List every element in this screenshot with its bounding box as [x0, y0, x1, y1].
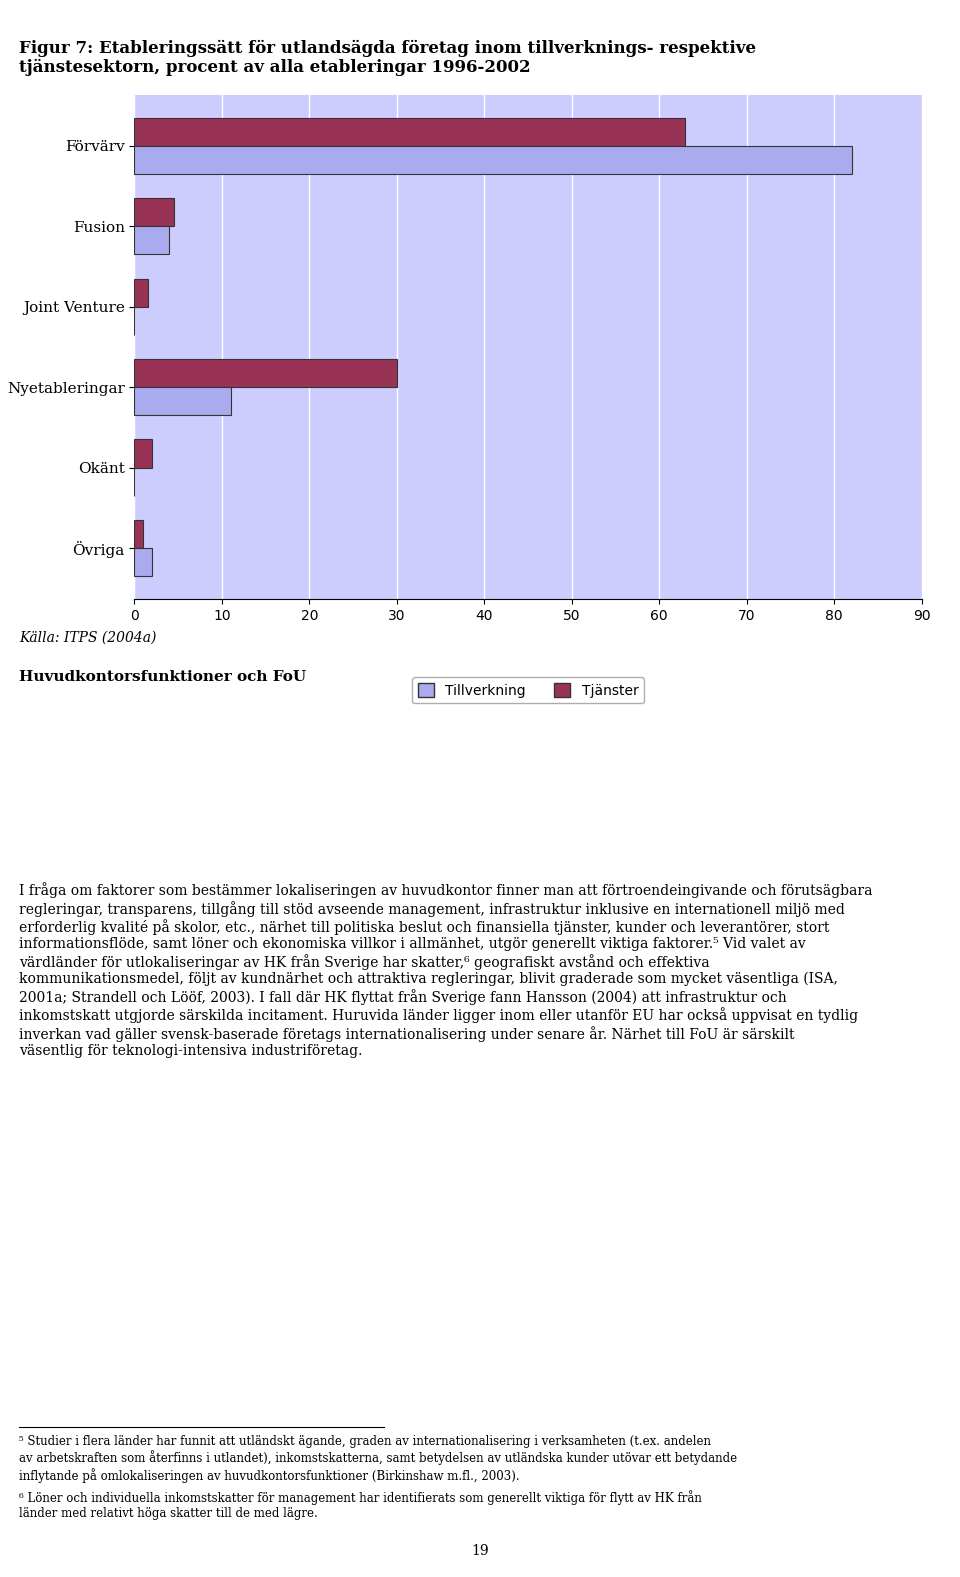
Bar [134, 549, 152, 576]
Bar [134, 279, 148, 306]
Bar [134, 226, 169, 254]
Text: I fråga om faktorer som bestämmer lokaliseringen av huvudkontor finner man att f: I fråga om faktorer som bestämmer lokali… [19, 883, 873, 1058]
Text: Figur 7: Etableringssätt för utlandsägda företag inom tillverknings- respektive
: Figur 7: Etableringssätt för utlandsägda… [19, 39, 756, 76]
Text: ⁶ Löner och individuella inkomstskatter för management har identifierats som gen: ⁶ Löner och individuella inkomstskatter … [19, 1490, 702, 1520]
Bar [134, 360, 396, 388]
Bar [134, 199, 174, 226]
Bar [134, 388, 230, 415]
Text: ⁵ Studier i flera länder har funnit att utländskt ägande, graden av internationa: ⁵ Studier i flera länder har funnit att … [19, 1435, 737, 1482]
Legend: Tillverkning, Tjänster: Tillverkning, Tjänster [412, 678, 644, 703]
Text: 19: 19 [471, 1544, 489, 1558]
Bar [134, 145, 852, 173]
Text: Källa: ITPS (2004a): Källa: ITPS (2004a) [19, 631, 156, 645]
Bar [134, 520, 143, 549]
Bar [134, 440, 152, 468]
Bar [134, 118, 685, 145]
Text: Huvudkontorsfunktioner och FoU: Huvudkontorsfunktioner och FoU [19, 670, 306, 684]
